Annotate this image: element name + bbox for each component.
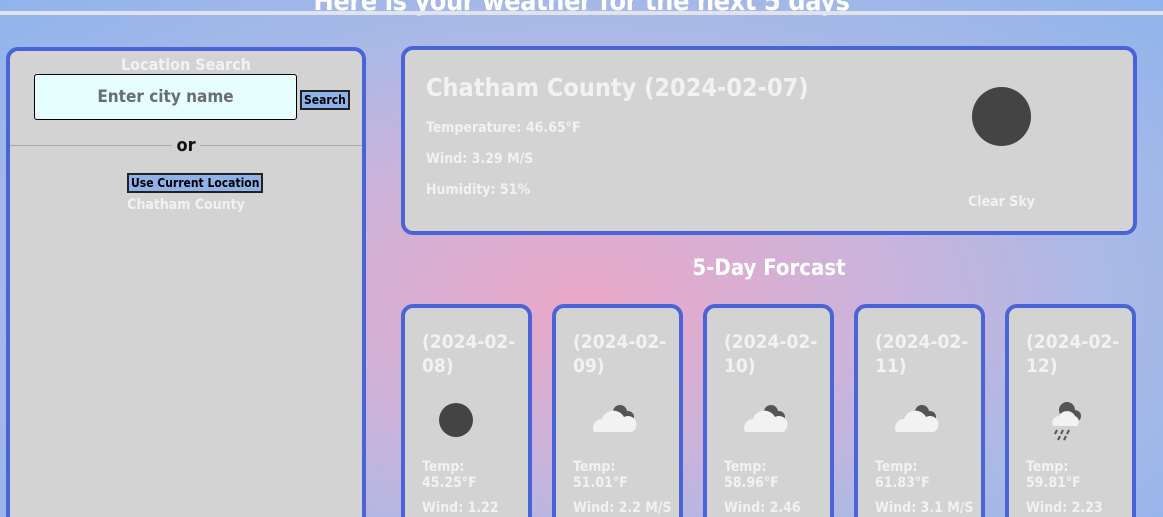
forecast-temp: Temp: 51.01°F: [573, 459, 628, 491]
divider: or: [10, 135, 362, 156]
search-button[interactable]: Search: [300, 90, 350, 110]
location-button[interactable]: Use Current Location: [127, 173, 264, 193]
forecast-wind: Wind: 2.2 M/S: [573, 500, 672, 516]
forecast-date: (2024-02-09): [573, 331, 667, 377]
forecast-date: (2024-02-11): [875, 331, 969, 377]
forecast-card: (2024-02-09) Temp: 51.01°F Wind: 2.2 M/S: [552, 304, 683, 517]
current-wind: Wind: 3.29 M/S: [426, 151, 534, 167]
forecast-card: (2024-02-10) Temp: 58.96°F Wind: 2.46 M/S: [703, 304, 834, 517]
divider-text: or: [172, 135, 200, 156]
weather-icon: [895, 405, 939, 432]
current-description: Clear Sky: [968, 194, 1035, 210]
search-panel: Location Search Search or Use Current Lo…: [6, 47, 366, 517]
search-title: Location Search: [121, 55, 251, 74]
forecast-wind: Wind: 3.1 M/S: [875, 500, 974, 516]
forecast-card: (2024-02-12) Temp: 59.81°F Wind: 2.23 M/S: [1005, 304, 1136, 517]
forecast-temp: Temp: 61.83°F: [875, 459, 930, 491]
weather-icon: [972, 87, 1031, 146]
forecast-temp: Temp: 45.25°F: [422, 459, 477, 491]
forecast-date: (2024-02-12): [1026, 331, 1120, 377]
forecast-date: (2024-02-08): [422, 331, 516, 377]
current-temperature: Temperature: 46.65°F: [426, 120, 581, 136]
forecast-temp: Temp: 58.96°F: [724, 459, 779, 491]
weather-icon: [744, 405, 788, 432]
history-list: Chatham County: [10, 197, 362, 213]
current-heading: Chatham County (2024-02-07): [426, 73, 809, 102]
forecast-card: (2024-02-11) Temp: 61.83°F Wind: 3.1 M/S: [854, 304, 985, 517]
forecast-date: (2024-02-10): [724, 331, 818, 377]
weather-icon: [439, 403, 473, 437]
city-input[interactable]: [34, 74, 297, 120]
weather-icon: [593, 405, 637, 432]
current-weather: Chatham County (2024-02-07) Temperature:…: [401, 46, 1137, 235]
history-item[interactable]: Chatham County: [127, 197, 245, 213]
weather-icon: [1052, 402, 1081, 441]
forecast-temp: Temp: 59.81°F: [1026, 459, 1081, 491]
forecast-wind: Wind: 2.46 M/S: [724, 500, 801, 517]
forecast-title: 5-Day Forcast: [692, 256, 846, 281]
forecast-card: (2024-02-08) Temp: 45.25°F Wind: 1.22 M/S: [401, 304, 532, 517]
forecast-wind: Wind: 1.22 M/S: [422, 500, 499, 517]
forecast-wind: Wind: 2.23 M/S: [1026, 500, 1103, 517]
current-humidity: Humidity: 51%: [426, 182, 531, 198]
header-rule: [0, 11, 1163, 15]
